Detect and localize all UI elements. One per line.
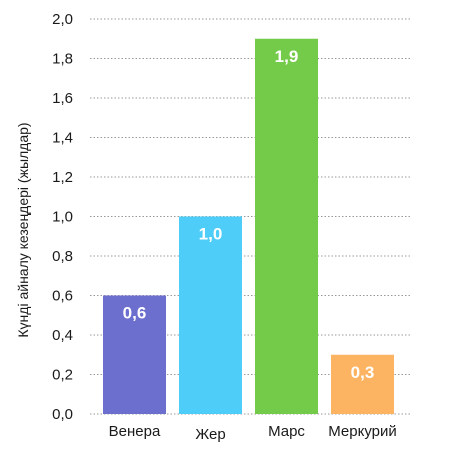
y-tick-labels: 0,0 0,2 0,4 0,6 0,8 1,0 1,2 1,4 1,6 1,8 2,0 <box>52 11 73 423</box>
category-label: Жер <box>195 426 225 443</box>
y-tick-label: 1,4 <box>52 130 73 147</box>
bar-4 <box>331 354 394 414</box>
y-tick-label: 1,2 <box>52 169 73 186</box>
bars: 0,6 1,0 1,9 0,3 <box>103 38 394 414</box>
y-tick-label: 0,4 <box>52 327 73 344</box>
bar-1 <box>103 295 166 414</box>
category-label: Венера <box>109 423 161 440</box>
category-label: Меркурий <box>328 423 397 440</box>
y-tick-label: 0,2 <box>52 367 73 384</box>
y-axis-label: Күнді айналу кезеңдері (жылдар) <box>15 122 31 337</box>
y-tick-label: 1,6 <box>52 90 73 107</box>
y-tick-label: 0,8 <box>52 248 73 265</box>
bar-2 <box>179 216 242 414</box>
y-tick-label: 1,0 <box>52 209 73 226</box>
y-tick-label: 0,0 <box>52 406 73 423</box>
category-labels: Венера Жер Марс Меркурий <box>109 423 397 443</box>
data-label: 0,6 <box>123 304 147 323</box>
data-label: 0,3 <box>351 363 375 382</box>
y-tick-label: 2,0 <box>52 11 73 28</box>
bar-3 <box>255 38 318 414</box>
data-label: 1,0 <box>199 225 223 244</box>
category-label: Марс <box>268 423 305 440</box>
data-label: 1,9 <box>275 47 299 66</box>
y-tick-label: 0,6 <box>52 288 73 305</box>
y-tick-label: 1,8 <box>52 51 73 68</box>
